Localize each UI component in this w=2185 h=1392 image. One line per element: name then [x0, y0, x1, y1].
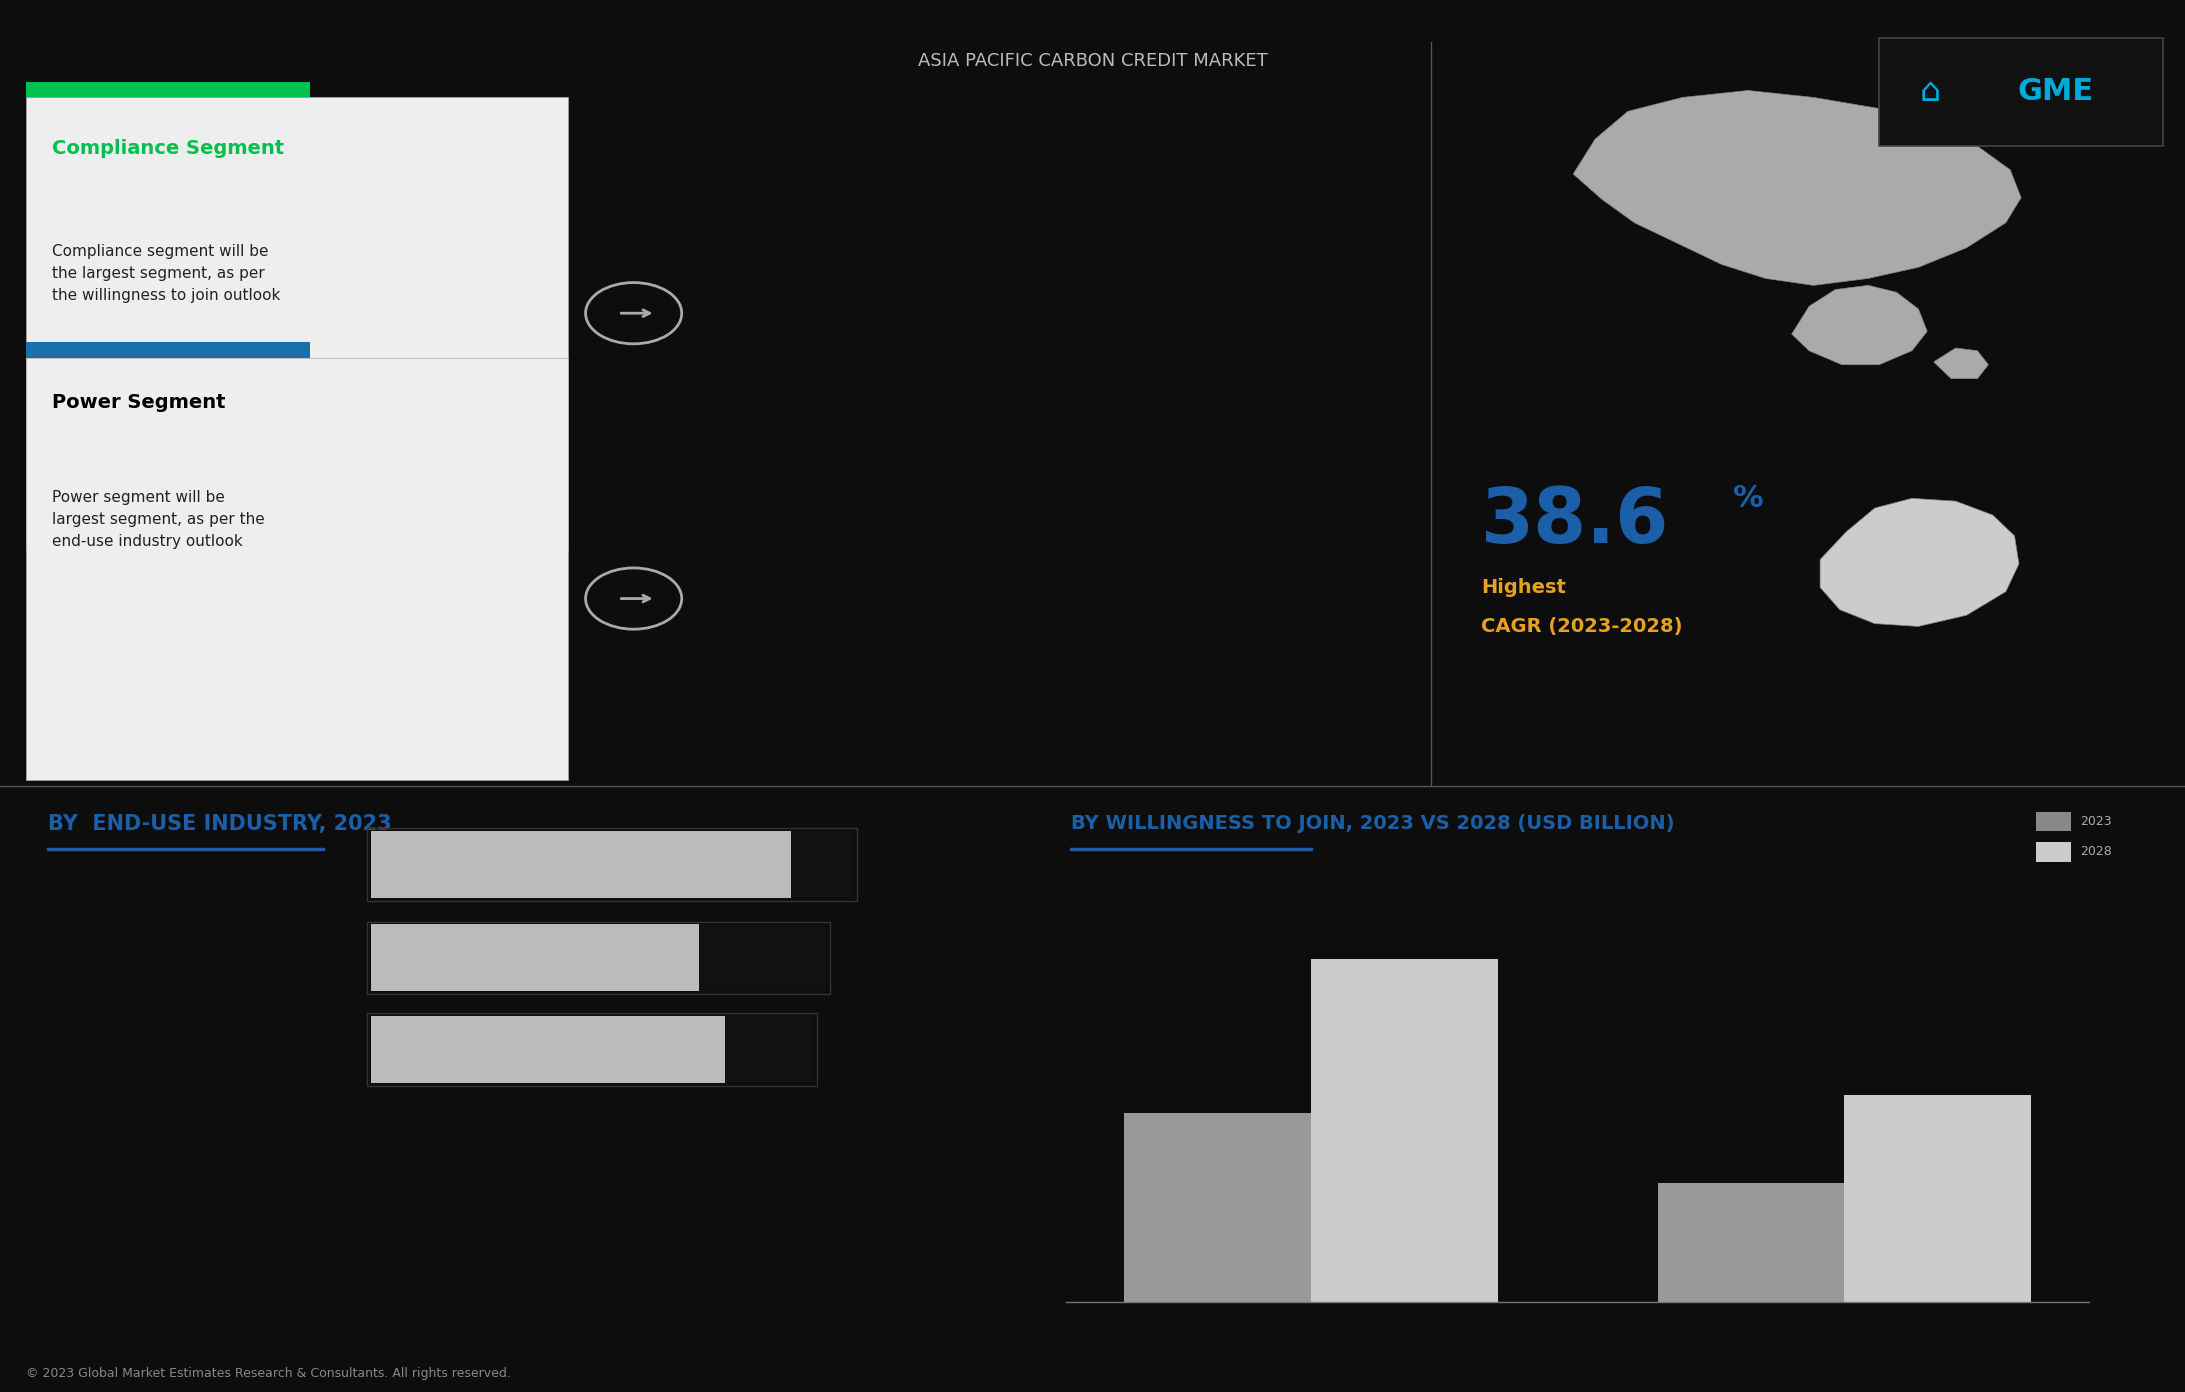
Text: CAGR (2023-2028): CAGR (2023-2028) — [1481, 617, 1682, 636]
Polygon shape — [1573, 90, 2021, 285]
Polygon shape — [1820, 498, 2019, 626]
Polygon shape — [1934, 348, 1988, 379]
Text: Power segment will be
largest segment, as per the
end-use industry outlook: Power segment will be largest segment, a… — [52, 490, 264, 550]
Bar — [1311, 959, 1497, 1302]
Text: Compliance Segment: Compliance Segment — [52, 139, 284, 159]
Bar — [26, 342, 310, 358]
Text: 2028: 2028 — [2080, 845, 2113, 859]
Bar — [791, 831, 852, 898]
Text: %: % — [1733, 484, 1763, 512]
Text: © 2023 Global Market Estimates Research & Consultants. All rights reserved.: © 2023 Global Market Estimates Research … — [26, 1367, 511, 1381]
FancyBboxPatch shape — [26, 358, 568, 780]
Bar — [2036, 812, 2071, 831]
Text: BY WILLINGNESS TO JOIN, 2023 VS 2028 (USD BILLION): BY WILLINGNESS TO JOIN, 2023 VS 2028 (US… — [1071, 814, 1674, 834]
Text: 2023: 2023 — [2080, 814, 2111, 828]
Bar — [367, 922, 830, 994]
Text: BY  END-USE INDUSTRY, 2023: BY END-USE INDUSTRY, 2023 — [48, 814, 391, 834]
FancyBboxPatch shape — [1879, 38, 2163, 146]
Text: ASIA PACIFIC CARBON CREDIT MARKET: ASIA PACIFIC CARBON CREDIT MARKET — [918, 53, 1267, 70]
Text: 38.6: 38.6 — [1481, 484, 1669, 560]
Text: ⌂: ⌂ — [1921, 75, 1940, 109]
Bar — [1123, 1112, 1311, 1302]
Bar — [367, 1013, 817, 1086]
FancyBboxPatch shape — [26, 97, 568, 550]
Text: Power Segment: Power Segment — [52, 393, 225, 412]
Bar — [1844, 1094, 2032, 1302]
Text: GME: GME — [2017, 78, 2093, 106]
Bar — [371, 1016, 725, 1083]
Bar — [26, 82, 310, 97]
Bar — [2036, 842, 2071, 862]
Bar — [699, 924, 826, 991]
Bar — [371, 924, 699, 991]
Text: Compliance segment will be
the largest segment, as per
the willingness to join o: Compliance segment will be the largest s… — [52, 244, 282, 303]
Bar — [371, 831, 791, 898]
Polygon shape — [1792, 285, 1927, 365]
Bar — [725, 1016, 813, 1083]
Text: Highest: Highest — [1481, 578, 1567, 597]
Bar — [367, 828, 857, 901]
Bar — [1658, 1183, 1844, 1302]
